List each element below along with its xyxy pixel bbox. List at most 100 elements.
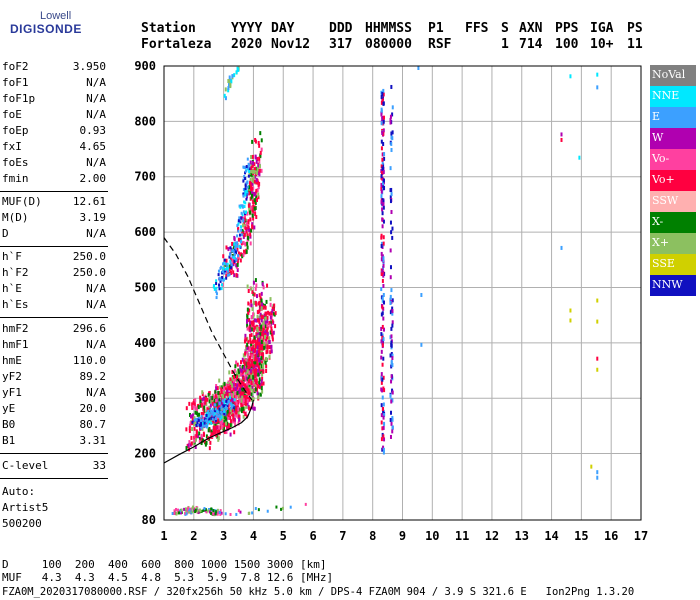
echo-point bbox=[258, 164, 261, 169]
param-name: foE bbox=[2, 108, 22, 121]
echo-point bbox=[381, 426, 384, 431]
echo-point bbox=[242, 406, 245, 411]
param-row: foF1p N/A bbox=[2, 92, 106, 108]
echo-point bbox=[257, 395, 260, 400]
echo-point bbox=[249, 328, 252, 333]
echo-point bbox=[380, 100, 383, 105]
echo-point bbox=[257, 361, 260, 366]
echo-point bbox=[212, 394, 215, 399]
echo-point bbox=[184, 511, 187, 515]
echo-point bbox=[246, 369, 249, 374]
echo-point bbox=[256, 334, 259, 339]
param-row: fmin 2.00 bbox=[2, 172, 106, 188]
echo-point bbox=[246, 233, 249, 238]
echo-point bbox=[274, 311, 277, 316]
echo-point bbox=[231, 369, 234, 374]
echo-point bbox=[250, 228, 253, 233]
param-value: N/A bbox=[86, 282, 106, 295]
echo-point bbox=[255, 352, 258, 357]
echo-point bbox=[205, 419, 208, 423]
echo-point bbox=[420, 293, 423, 297]
echo-point bbox=[258, 309, 261, 314]
echo-point bbox=[234, 387, 237, 392]
echo-point bbox=[383, 156, 386, 161]
echo-point bbox=[187, 443, 190, 448]
echo-point bbox=[260, 298, 263, 303]
echo-point bbox=[188, 426, 191, 431]
echo-point bbox=[391, 130, 394, 135]
echo-point bbox=[380, 95, 383, 100]
echo-point bbox=[213, 415, 216, 419]
echo-point bbox=[229, 261, 232, 265]
echo-point bbox=[244, 193, 247, 197]
echo-point bbox=[197, 434, 200, 439]
param-row: fxI 4.65 bbox=[2, 140, 106, 156]
echo-point bbox=[226, 409, 229, 414]
echo-point bbox=[240, 368, 243, 373]
echo-point bbox=[195, 430, 198, 435]
echo-point bbox=[237, 229, 240, 233]
echo-point bbox=[250, 347, 253, 352]
echo-point bbox=[236, 224, 239, 228]
echo-point bbox=[240, 228, 243, 232]
footer-distance-row: D 100 200 400 600 800 1000 1500 3000 [km… bbox=[2, 558, 327, 571]
echo-point bbox=[381, 97, 384, 102]
echo-point bbox=[272, 330, 275, 335]
echo-point bbox=[243, 339, 246, 344]
echo-point bbox=[382, 445, 385, 450]
echo-point bbox=[226, 400, 229, 404]
legend-label: NNW bbox=[652, 278, 683, 291]
echo-point bbox=[246, 387, 249, 392]
echo-point bbox=[258, 326, 261, 331]
echo-point bbox=[205, 401, 208, 406]
legend-item-vo-plus: Vo+ bbox=[650, 170, 696, 191]
echo-point bbox=[391, 429, 394, 434]
echo-point bbox=[260, 352, 263, 357]
echo-point bbox=[236, 259, 239, 264]
echo-point bbox=[232, 246, 235, 251]
echo-point bbox=[216, 386, 219, 391]
echo-point bbox=[193, 422, 196, 427]
echo-point bbox=[266, 328, 269, 333]
param-value: 80.7 bbox=[79, 418, 107, 431]
param-value: 250.0 bbox=[72, 250, 106, 263]
echo-point bbox=[244, 226, 247, 231]
echo-point bbox=[232, 378, 235, 383]
echo-point bbox=[258, 343, 261, 348]
legend-label: SSW bbox=[652, 194, 679, 207]
echo-point bbox=[381, 447, 384, 452]
echo-point bbox=[188, 428, 191, 433]
y-tick-label: 80 bbox=[142, 513, 156, 527]
echo-point bbox=[381, 115, 384, 120]
y-tick-label: 500 bbox=[134, 280, 156, 294]
echo-point bbox=[204, 508, 207, 512]
echo-point bbox=[380, 413, 383, 418]
echo-point bbox=[239, 240, 242, 244]
param-row: B0 80.7 bbox=[2, 418, 106, 434]
echo-point bbox=[220, 415, 223, 419]
param-divider bbox=[0, 191, 108, 192]
echo-point bbox=[259, 392, 262, 397]
echo-point bbox=[269, 302, 272, 307]
echo-point bbox=[417, 66, 420, 70]
echo-point bbox=[238, 369, 241, 374]
echo-point bbox=[239, 205, 242, 209]
echo-point bbox=[252, 216, 255, 221]
echo-point bbox=[266, 345, 269, 350]
echo-point bbox=[390, 187, 393, 192]
echo-point bbox=[178, 509, 181, 513]
echo-point bbox=[225, 411, 228, 416]
echo-point bbox=[247, 310, 250, 315]
echo-point bbox=[252, 301, 255, 306]
param-row: M(D) 3.19 bbox=[2, 211, 106, 227]
param-value: 33 bbox=[92, 459, 106, 472]
param-name: foEs bbox=[2, 156, 29, 169]
header-station-label: Station bbox=[141, 21, 196, 36]
echo-point bbox=[207, 409, 210, 413]
param-value: 296.6 bbox=[72, 322, 106, 335]
echo-point bbox=[261, 352, 264, 357]
echo-point bbox=[381, 343, 384, 348]
autoscaling-version: 500200 bbox=[2, 517, 42, 530]
echo-point bbox=[214, 409, 217, 413]
echo-point bbox=[258, 156, 261, 161]
